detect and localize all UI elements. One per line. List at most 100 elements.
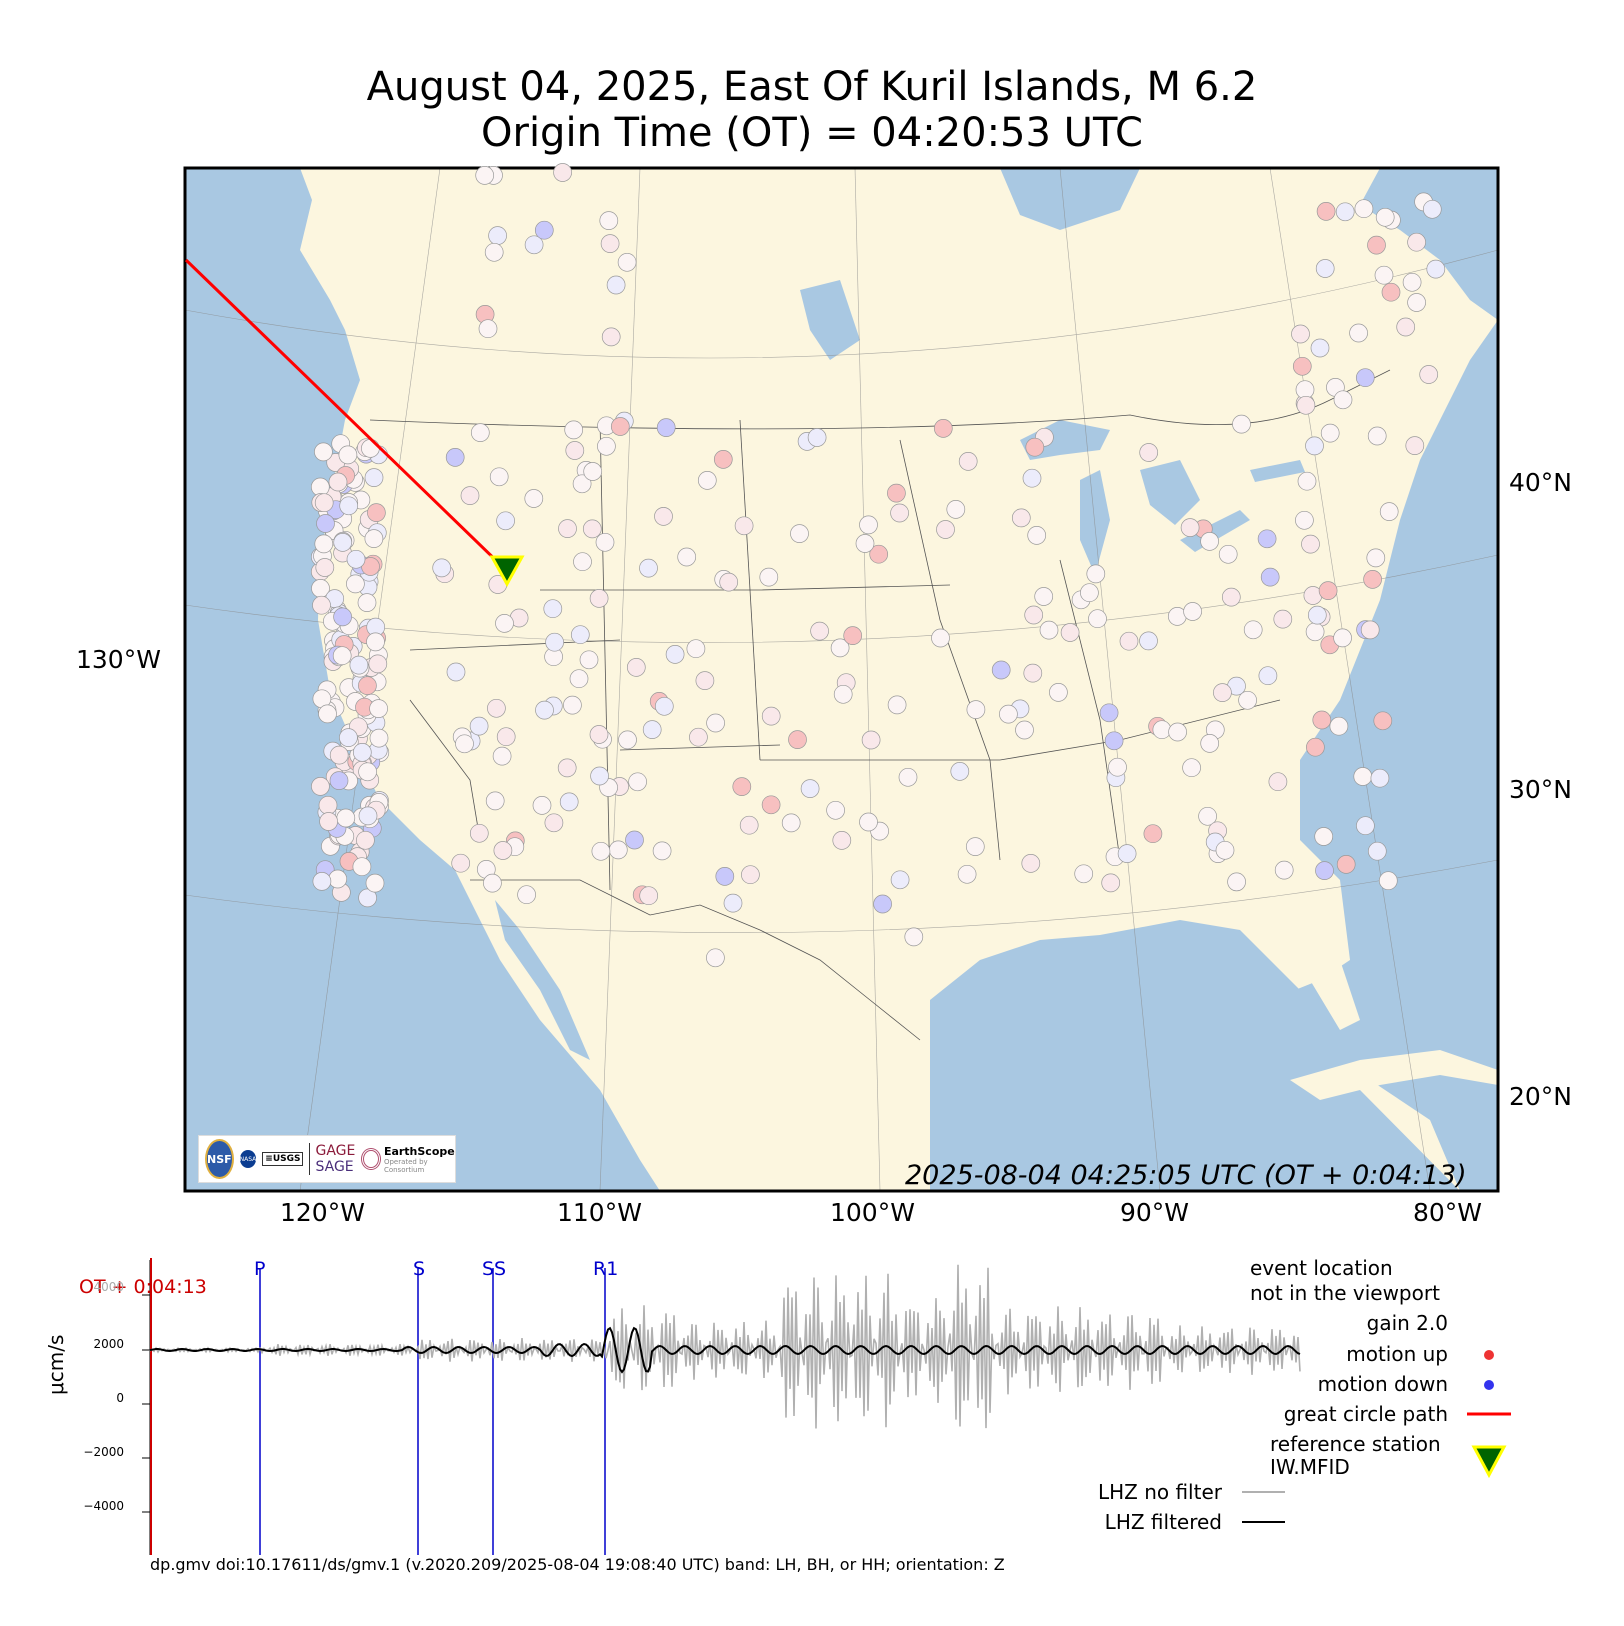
footer-credit: dp.gmv doi:10.17611/ds/gmv.1 (v.2020.209… [150,1555,1005,1574]
station-dot [1049,683,1068,702]
station-dot [1353,767,1373,786]
station-dot [1139,443,1159,462]
legend-no-filter: LHZ no filter [1097,1480,1222,1504]
station-dot [1367,841,1387,861]
station-dot [1104,731,1124,751]
earthscope-logo: EarthScope Operated by Consortium [361,1145,457,1174]
station-dot [333,533,353,552]
station-dot [366,632,385,652]
station-dot [349,655,369,675]
station-dot [843,626,863,645]
station-dot [1260,567,1280,587]
station-dot [455,734,474,754]
station-dot [319,812,338,831]
legend-event-line1: event location [1250,1256,1393,1280]
y-tick-minus-4000: −4000 [83,1499,124,1513]
station-dot [946,500,966,519]
station-dot [606,275,626,295]
station-dot [1360,620,1380,640]
station-dot [358,806,378,826]
station-dot [475,166,495,185]
station-dot [346,549,366,569]
north-atlantic [1360,168,1498,320]
station-dot [1335,202,1355,222]
station-dot [933,419,953,438]
y-axis-units: μcm/s [44,1334,68,1395]
map-panel [183,166,1500,1193]
station-dot [1295,510,1314,530]
station-dot [1039,620,1059,640]
station-dot [369,699,388,718]
station-dot [1218,544,1238,564]
station-dot [761,795,781,815]
station-dot [1363,570,1382,589]
station-dot [312,595,331,615]
station-dot [628,772,647,792]
station-dot [1402,272,1422,292]
station-dot [1180,518,1200,537]
station-dot [1315,861,1334,880]
station-dot [589,725,609,744]
station-dot [496,727,516,747]
station-dot [656,418,676,437]
station-dot [1117,844,1137,863]
station-dot [1291,324,1310,344]
station-dot [833,684,853,704]
station-dot [1314,827,1334,846]
lake-erie [1180,510,1250,552]
station-dot [1227,872,1246,892]
station-dot [741,865,760,885]
great-circle-path [184,258,510,574]
station-dot [329,745,349,765]
station-dot [1108,757,1127,777]
station-dot [652,841,672,861]
station-dot [1139,631,1158,651]
station-dot [493,841,513,860]
florida [1260,920,1360,1030]
station-dot [572,474,592,494]
atlantic-ocean [1270,320,1498,1191]
station-dot [639,558,658,578]
station-dot [358,888,377,908]
station-dot [1221,587,1241,607]
station-dot [569,669,589,689]
station-dot [314,493,334,513]
station-dot [1307,605,1327,625]
station-dot [859,812,878,832]
sponsor-logos: NSF NASA ≡USGS GAGE SAGE EarthScope Oper… [198,1135,456,1183]
station-dot [358,762,377,782]
station-dot [642,720,662,739]
station-dot [558,519,577,538]
station-dot [338,445,358,465]
station-dot [483,873,502,893]
station-dot [966,700,986,719]
station-dot [1419,365,1439,384]
station-dot [697,471,717,490]
station-dot [339,496,359,516]
station-dot [830,638,850,658]
station-dot [887,483,906,503]
station-dot [318,704,337,724]
ot-label: OT + 0:04:13 [79,1276,207,1298]
lake-winnipeg [800,280,860,360]
station-dot [887,695,907,715]
lon-label-110w: 110°W [557,1198,642,1227]
station-dot [1378,871,1398,891]
station-dot [890,870,910,890]
lon-label-80w: 80°W [1413,1198,1483,1227]
station-dot [1119,631,1139,651]
station-dot [311,777,330,796]
station-dot [1060,623,1080,642]
station-dot [957,864,977,884]
station-dot [1215,840,1235,860]
station-dot [1375,207,1395,227]
station-dot [478,319,498,339]
station-dot [1257,529,1277,549]
station-dot [965,837,985,856]
station-dot [1305,436,1324,456]
phase-label-p: P [254,1258,266,1280]
station-dot [535,700,554,720]
motion-down-dot [1484,1380,1494,1390]
legend-ref-line2: IW.MFID [1270,1455,1350,1479]
gage-text: GAGE [315,1143,356,1159]
